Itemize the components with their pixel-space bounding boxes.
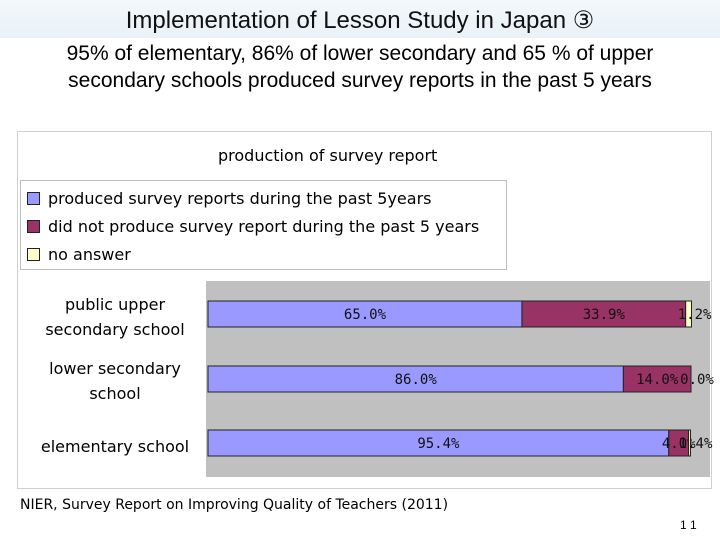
data-label-upper-secondary-not-produced: 33.9%	[583, 307, 626, 323]
data-label-lower-secondary-produced: 86.0%	[395, 372, 438, 388]
legend-swatch-no-answer	[27, 247, 40, 261]
data-label-elementary-not-produced: 4.1%	[662, 436, 696, 452]
data-label-upper-secondary-no-answer: 1.2%	[678, 307, 712, 323]
source-citation: NIER, Survey Report on Improving Quality…	[20, 497, 449, 513]
chart-legend: produced survey reports during the past …	[20, 180, 507, 270]
data-label-lower-secondary-not-produced: 14.0%	[636, 372, 679, 388]
bar-upper-secondary-not-produced	[521, 300, 687, 328]
legend-item-no-answer: no answer	[27, 243, 131, 265]
category-label-upper-secondary: public upper secondary school	[45, 295, 185, 339]
data-label-upper-secondary-produced: 65.0%	[344, 307, 387, 323]
legend-label-produced: produced survey reports during the past …	[48, 188, 432, 208]
slide-title: Implementation of Lesson Study in Japan …	[125, 7, 595, 34]
title-band	[0, 0, 720, 38]
legend-label-no-answer: no answer	[48, 244, 131, 264]
slide-subtitle: 95% of elementary, 86% of lower secondar…	[66, 42, 654, 92]
chart-title: production of survey report	[218, 146, 438, 165]
legend-item-produced: produced survey reports during the past …	[27, 187, 431, 209]
bar-elementary-produced	[207, 429, 670, 457]
category-label-elementary: elementary school	[40, 437, 190, 456]
data-label-lower-secondary-no-answer: 0.0%	[680, 372, 714, 388]
legend-item-not-produced: did not produce survey report during the…	[27, 215, 479, 237]
bar-elementary-no-answer	[688, 429, 692, 457]
bar-upper-secondary-no-answer	[685, 300, 692, 328]
data-label-elementary-produced: 95.4%	[417, 436, 460, 452]
bar-lower-secondary-produced	[207, 365, 624, 393]
legend-label-not-produced: did not produce survey report during the…	[48, 216, 480, 236]
data-label-elementary-no-answer: 0.4%	[679, 436, 713, 452]
page-number: 1 1	[680, 518, 697, 532]
bar-upper-secondary-produced	[207, 300, 523, 328]
legend-swatch-not-produced	[27, 219, 40, 233]
legend-swatch-produced	[27, 191, 40, 205]
category-label-lower-secondary: lower secondary school	[49, 359, 181, 403]
bar-lower-secondary-not-produced	[622, 365, 692, 393]
